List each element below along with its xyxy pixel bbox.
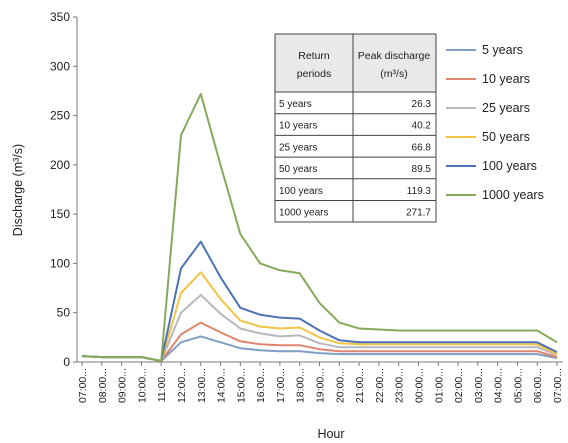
table-cell-peak: 119.3 <box>407 186 432 197</box>
y-ticks: 0 50 100 150 200 250 300 350 <box>50 10 77 369</box>
x-tick-label: 16:00... <box>255 368 267 403</box>
table-cell-period: 5 years <box>279 99 312 110</box>
x-tick-label: 09:00... <box>117 368 129 403</box>
series-line-1000-years <box>81 92 558 362</box>
x-tick-label: 15:00... <box>235 368 247 403</box>
x-tick-label: 22:00... <box>374 368 386 403</box>
table-cell-peak: 271.7 <box>406 208 431 219</box>
y-tick-label: 250 <box>50 109 70 123</box>
y-tick-label: 100 <box>50 256 70 270</box>
x-tick-label: 11:00... <box>156 368 168 402</box>
legend-label: 1000 years <box>482 188 544 202</box>
y-tick-label: 150 <box>50 207 70 221</box>
x-tick-label: 08:00... <box>97 368 109 403</box>
table-rows: 5 years 26.3 10 years 40.2 25 years 66.8 50 ye… <box>279 99 431 219</box>
table-header-peak-line1: Peak discharge <box>358 50 431 62</box>
x-tick-label: 07:00... <box>77 368 89 403</box>
x-tick-label: 23:00... <box>394 368 406 403</box>
table-cell-peak: 40.2 <box>412 121 432 132</box>
table-cell-period: 50 years <box>279 164 317 175</box>
x-tick-label: 17:00... <box>275 368 287 403</box>
table-cell-period: 25 years <box>279 142 317 153</box>
x-tick-label: 14:00... <box>216 368 228 403</box>
x-tick-label: 05:00... <box>512 368 524 403</box>
y-tick-label: 200 <box>50 158 70 172</box>
x-tick-label: 00:00... <box>413 368 425 403</box>
table-cell-peak: 89.5 <box>412 164 432 175</box>
table-header-period-line1: Return <box>298 50 330 62</box>
legend-label: 25 years <box>482 101 530 115</box>
table-border <box>274 33 437 223</box>
y-axis-title: Discharge (m³/s) <box>11 144 25 236</box>
x-tick-label: 07:00... <box>552 368 564 403</box>
legend: 5 years 10 years 25 years 50 years 100 years… <box>446 43 544 202</box>
x-tick-label: 18:00... <box>295 368 307 403</box>
x-tick-label: 12:00... <box>176 368 188 403</box>
x-tick-label: 01:00... <box>433 368 445 403</box>
y-tick-label: 50 <box>57 306 71 320</box>
table-cell-period: 10 years <box>279 121 317 132</box>
series-lines <box>81 92 558 362</box>
x-tick-label: 21:00... <box>354 368 366 403</box>
table-cell-period: 100 years <box>279 186 323 197</box>
x-tick-label: 13:00... <box>196 368 208 403</box>
table-cell-peak: 26.3 <box>412 99 432 110</box>
legend-label: 10 years <box>482 72 530 86</box>
legend-label: 100 years <box>482 159 537 173</box>
x-tick-label: 03:00... <box>473 368 485 403</box>
y-tick-label: 300 <box>50 59 70 73</box>
y-tick-label: 350 <box>50 10 70 24</box>
x-tick-label: 02:00... <box>453 368 465 403</box>
y-tick-label: 0 <box>63 355 70 369</box>
x-tick-label: 04:00... <box>493 368 505 403</box>
x-ticks: 07:00... 08:00... 09:00... 10:00... 11:00...… <box>77 362 564 403</box>
x-tick-label: 10:00... <box>136 368 148 403</box>
table-header-period-line2: periods <box>297 68 331 80</box>
table-cell-period: 1000 years <box>279 208 328 219</box>
table-header-bg <box>275 34 436 92</box>
x-tick-label: 19:00... <box>315 368 327 403</box>
legend-label: 5 years <box>482 43 523 57</box>
x-tick-label: 20:00... <box>334 368 346 403</box>
table-grid <box>274 33 437 223</box>
x-tick-label: 06:00... <box>532 368 544 403</box>
x-axis-title: Hour <box>317 427 344 441</box>
table-header-peak-line2: (m³/s) <box>380 68 407 80</box>
table-cell-peak: 66.8 <box>412 142 432 153</box>
peak-discharge-table: Return periods Peak discharge (m³/s) 5 y… <box>274 33 437 223</box>
legend-label: 50 years <box>482 130 530 144</box>
